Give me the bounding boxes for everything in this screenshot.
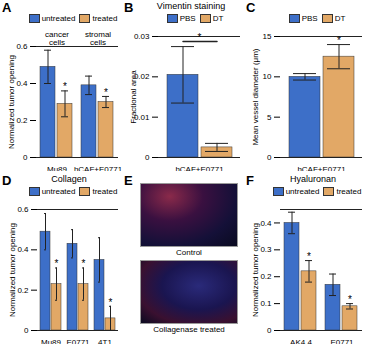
- svg-text:0.4: 0.4: [260, 219, 272, 228]
- svg-text:0: 0: [145, 153, 150, 162]
- html-text:untreated: untreated: [41, 187, 76, 196]
- html-text:F: F: [246, 173, 254, 188]
- svg-text:15: 15: [263, 32, 272, 41]
- html-text:Collagen: Collagen: [51, 174, 87, 184]
- svg-text:E0771: E0771: [330, 338, 354, 344]
- svg-text:*: *: [63, 81, 67, 92]
- html-text:DT: DT: [334, 14, 346, 23]
- svg-text:0: 0: [267, 153, 272, 162]
- svg-text:*: *: [337, 35, 341, 46]
- html-text:Control: Control: [176, 248, 202, 257]
- svg-text:10: 10: [263, 72, 272, 81]
- svg-text:0.01: 0.01: [133, 112, 150, 122]
- html-text:treated: treated: [92, 187, 118, 196]
- html-text:Hyaluronan: Hyaluronan: [290, 174, 336, 184]
- svg-text:0.1: 0.1: [260, 299, 272, 308]
- svg-text:Normalized tumor opening: Normalized tumor opening: [8, 223, 17, 317]
- svg-text:*: *: [307, 251, 311, 262]
- svg-text:*: *: [82, 258, 86, 269]
- html-text:treated: treated: [92, 14, 118, 23]
- svg-text:Mean vessel diameter (μm): Mean vessel diameter (μm): [251, 48, 260, 145]
- svg-text:0: 0: [23, 153, 28, 162]
- html-text:PBS: PBS: [179, 14, 196, 23]
- svg-text:0.2: 0.2: [16, 116, 28, 125]
- svg-text:E0771: E0771: [66, 338, 90, 344]
- svg-text:0.02: 0.02: [133, 72, 150, 82]
- svg-text:4T1: 4T1: [98, 338, 112, 344]
- html-text:DT: DT: [212, 14, 224, 23]
- svg-text:Normalized tumor opening: Normalized tumor opening: [251, 223, 260, 317]
- svg-text:hCAF+E0771: hCAF+E0771: [297, 165, 346, 171]
- html-text:D: D: [2, 173, 12, 188]
- svg-text:0.6: 0.6: [17, 205, 29, 214]
- svg-text:*: *: [198, 32, 202, 43]
- html-text:treated: treated: [336, 187, 362, 196]
- svg-text:0: 0: [24, 326, 29, 335]
- html-text:untreated: untreated: [41, 14, 76, 23]
- svg-text:0.3: 0.3: [260, 245, 272, 254]
- html-text:E: E: [124, 173, 133, 188]
- svg-text:0.2: 0.2: [17, 286, 29, 295]
- html-text:C: C: [246, 0, 256, 15]
- svg-text:Normalized tumor opening: Normalized tumor opening: [7, 55, 16, 149]
- html-text:Collagenase treated: Collagenase treated: [153, 325, 225, 334]
- svg-text:0.03: 0.03: [134, 32, 150, 41]
- svg-text:AK4.4: AK4.4: [290, 338, 312, 344]
- svg-text:*: *: [55, 258, 59, 269]
- svg-text:5: 5: [267, 113, 272, 122]
- html-text:A: A: [2, 0, 12, 15]
- svg-text:hCAF+E0771: hCAF+E0771: [175, 165, 224, 171]
- svg-text:0.4: 0.4: [17, 245, 29, 254]
- svg-text:Mu89: Mu89: [41, 338, 62, 344]
- svg-text:0.4: 0.4: [16, 79, 28, 88]
- svg-text:0.2: 0.2: [260, 272, 272, 281]
- svg-text:hCAF+E0771: hCAF+E0771: [74, 165, 122, 171]
- html-text:Vimentin staining: Vimentin staining: [156, 1, 226, 11]
- svg-text:Mu89: Mu89: [47, 165, 68, 171]
- svg-text:0: 0: [267, 326, 272, 335]
- svg-text:*: *: [109, 297, 113, 308]
- svg-text:0.6: 0.6: [16, 42, 28, 51]
- svg-text:cancercells: cancercells: [45, 30, 69, 47]
- html-text:untreated: untreated: [285, 187, 320, 196]
- svg-text:Fractional area: Fractional area: [129, 70, 138, 124]
- svg-text:stromalcells: stromalcells: [85, 30, 111, 47]
- html-text:PBS: PBS: [301, 14, 318, 23]
- svg-text:*: *: [104, 87, 108, 98]
- html-text:B: B: [124, 0, 134, 15]
- svg-text:*: *: [348, 294, 352, 305]
